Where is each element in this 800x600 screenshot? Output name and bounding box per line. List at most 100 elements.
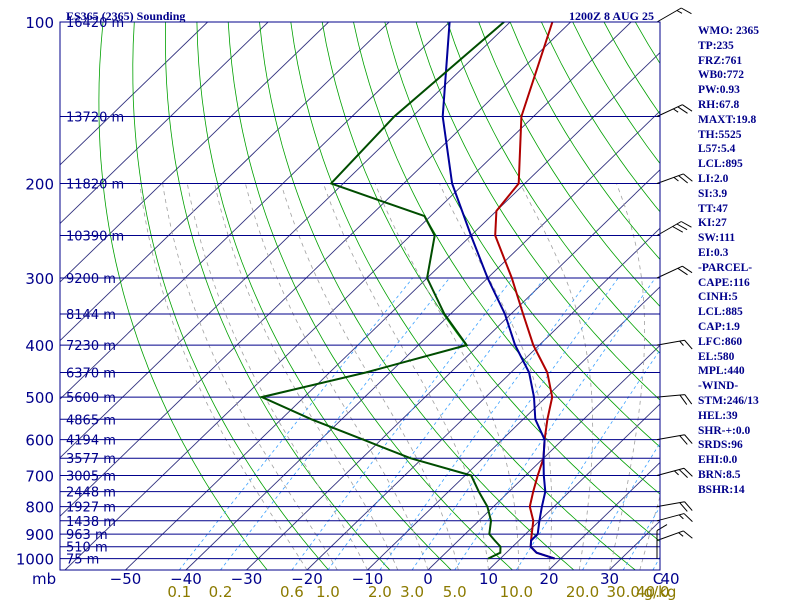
dewpoint-line (258, 22, 505, 560)
height-label: 510 m (66, 541, 108, 556)
wind-barb (656, 530, 693, 541)
height-label: 1927 m (66, 501, 116, 516)
mixing-ratio-tick-label: 5.0 (443, 583, 467, 600)
pressure-unit-label: mb (32, 570, 56, 588)
index-line: SRDS:96 (698, 439, 743, 452)
index-line: HEL:39 (698, 409, 738, 422)
index-line: CINH:5 (698, 291, 738, 304)
isotherm-line (125, 51, 660, 570)
pressure-tick-label: 700 (25, 468, 54, 486)
index-line: LCL:895 (698, 158, 743, 171)
index-line: STM:246/13 (698, 394, 759, 407)
height-label: 4194 m (66, 434, 116, 449)
temperature-unit-label: C (653, 570, 663, 588)
plot-frame (59, 21, 661, 571)
mixing-ratio-line (516, 349, 660, 570)
moist-adiabat-line (186, 183, 368, 570)
mixing-ratio-line (379, 277, 591, 570)
height-label: 16420 m (66, 16, 124, 31)
index-line: LI:2.0 (698, 172, 729, 185)
height-label: 8144 m (66, 308, 116, 323)
isotherm-line (64, 22, 632, 570)
dry-adiabat-line (227, 22, 513, 570)
dry-adiabat-line (447, 22, 660, 354)
index-line: TP:235 (698, 39, 734, 52)
dry-adiabat-line (353, 22, 660, 495)
index-line: EL:580 (698, 350, 735, 363)
index-line: BRN:8.5 (698, 468, 741, 481)
height-label: 2448 m (66, 486, 116, 501)
parcel-line (441, 22, 556, 560)
pressure-tick-label: 800 (25, 499, 54, 517)
moist-adiabat-line (139, 183, 308, 570)
wind-barb (656, 221, 692, 236)
temperature-tick-label: 0 (423, 570, 433, 588)
index-line: CAP:1.9 (698, 320, 740, 333)
index-line: L57:5.4 (698, 143, 736, 156)
height-label: 5600 m (66, 391, 116, 406)
pressure-tick-label: 500 (25, 389, 54, 407)
moist-adiabat-line (280, 183, 459, 570)
isotherm-line (246, 169, 660, 570)
isotherm-line (488, 403, 660, 570)
isotherm-line (60, 22, 208, 166)
temperature-tick-label: 40 (660, 570, 679, 588)
index-line: RH:67.8 (698, 98, 740, 111)
height-label: 9200 m (66, 272, 116, 287)
isotherm-line (60, 22, 571, 517)
wind-barb (656, 339, 693, 350)
dry-adiabat-line (321, 22, 660, 542)
mixing-ratio-tick-label: 1.0 (316, 583, 340, 600)
pressure-tick-label: 1000 (16, 551, 54, 569)
temperature-tick-label: −20 (291, 570, 323, 588)
mixing-ratio-line (220, 277, 450, 570)
height-label: 4865 m (66, 413, 116, 428)
dry-adiabat-line (384, 22, 660, 448)
index-line: MPL:440 (698, 365, 745, 378)
mixing-ratio-tick-label: 0.2 (209, 583, 233, 600)
height-label: 10390 m (66, 230, 124, 245)
moist-adiabat-line (245, 183, 429, 570)
dry-adiabat-line (98, 22, 268, 570)
dry-adiabat-line (415, 22, 660, 401)
index-line: FRZ:761 (698, 54, 743, 67)
mixing-ratio-unit-label: g/kg (644, 583, 677, 600)
temperature-line (494, 22, 556, 560)
mixing-ratio-line (291, 277, 514, 570)
mixing-ratio-tick-label: 3.0 (400, 583, 424, 600)
index-line: LCL:885 (698, 306, 743, 319)
temperature-tick-label: 30 (600, 570, 619, 588)
index-line: EHI:0.0 (698, 454, 738, 467)
pressure-tick-label: 400 (25, 337, 54, 355)
height-label: 3005 m (66, 470, 116, 485)
wind-barb (656, 524, 668, 559)
height-label: 11820 m (66, 178, 124, 193)
temperature-tick-label: −40 (170, 570, 202, 588)
dry-adiabat-line (164, 22, 391, 570)
index-line: -WIND- (698, 380, 739, 393)
isotherm-line (60, 22, 450, 400)
temperature-tick-label: 10 (479, 570, 498, 588)
height-label: 75 m (66, 553, 99, 568)
pressure-tick-label: 900 (25, 526, 54, 544)
moist-adiabat-line (214, 183, 399, 570)
mixing-ratio-tick-label: 10.0 (500, 583, 533, 600)
wind-barb (656, 513, 693, 523)
dry-adiabat-line (509, 22, 660, 260)
index-line: SHR-+:0.0 (698, 424, 751, 437)
isotherm-line (427, 344, 660, 570)
index-line: -PARCEL- (698, 261, 753, 274)
index-line: MAXT:19.8 (698, 113, 757, 126)
index-line: PW:0.93 (698, 84, 740, 97)
wind-barb (656, 7, 692, 23)
mixing-ratio-tick-label: 40.0 (636, 583, 669, 600)
height-label: 3577 m (66, 452, 116, 467)
height-label: 13720 m (66, 110, 124, 125)
mixing-ratio-line (582, 442, 660, 570)
stability-indices-panel: WMO: 2365 TP:235 FRZ:761 WB0:772 PW:0.93 RH:6… (698, 24, 798, 498)
dry-adiabat-line (478, 22, 660, 308)
index-line: SI:3.9 (698, 187, 728, 200)
mixing-ratio-tick-label: 2.0 (368, 583, 392, 600)
isotherm-line (60, 22, 329, 283)
